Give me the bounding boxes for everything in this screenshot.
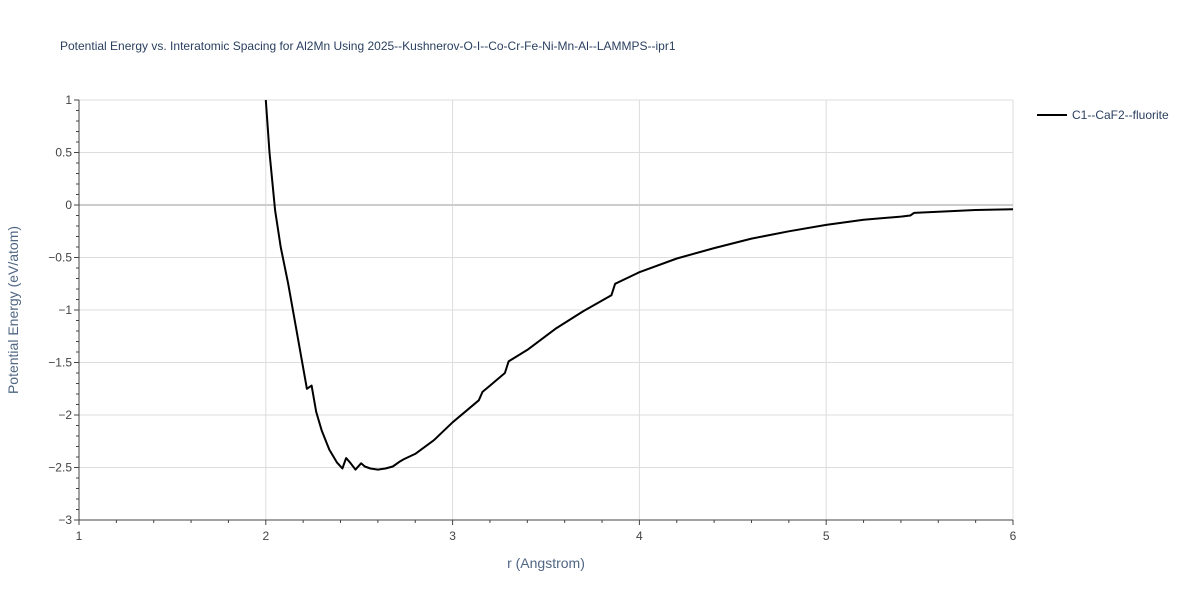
x-tick-label: 2 [262, 529, 269, 543]
y-tick-label: −0.5 [48, 251, 72, 265]
legend-item-label: C1--CaF2--fluorite [1072, 108, 1169, 122]
grid [79, 99, 1014, 520]
series-group [264, 99, 1014, 471]
y-axis-ticks: 1 0.5 0 −0.5 −1 −1.5 −2 −2.5 −3 [48, 93, 79, 527]
x-tick-label: 4 [636, 529, 643, 543]
x-tick-label: 3 [449, 529, 456, 543]
y-tick-label: −2.5 [48, 461, 72, 475]
x-tick-label: 6 [1010, 529, 1017, 543]
y-tick-label: 1 [65, 93, 72, 107]
x-axis-title: r (Angstrom) [507, 555, 585, 571]
y-tick-label: 0 [65, 198, 72, 212]
series-line [264, 99, 1014, 471]
x-axis-ticks: 1 2 3 4 5 6 [76, 520, 1017, 543]
x-tick-label: 5 [823, 529, 830, 543]
chart-title: Potential Energy vs. Interatomic Spacing… [60, 39, 676, 53]
x-tick-label: 1 [76, 529, 83, 543]
y-tick-label: −2 [58, 408, 72, 422]
y-tick-label: −1 [58, 303, 72, 317]
y-tick-label: 0.5 [55, 146, 72, 160]
y-axis-title: Potential Energy (eV/atom) [5, 226, 21, 394]
y-tick-label: −3 [58, 513, 72, 527]
legend[interactable]: C1--CaF2--fluorite [1037, 108, 1169, 122]
y-tick-label: −1.5 [48, 356, 72, 370]
